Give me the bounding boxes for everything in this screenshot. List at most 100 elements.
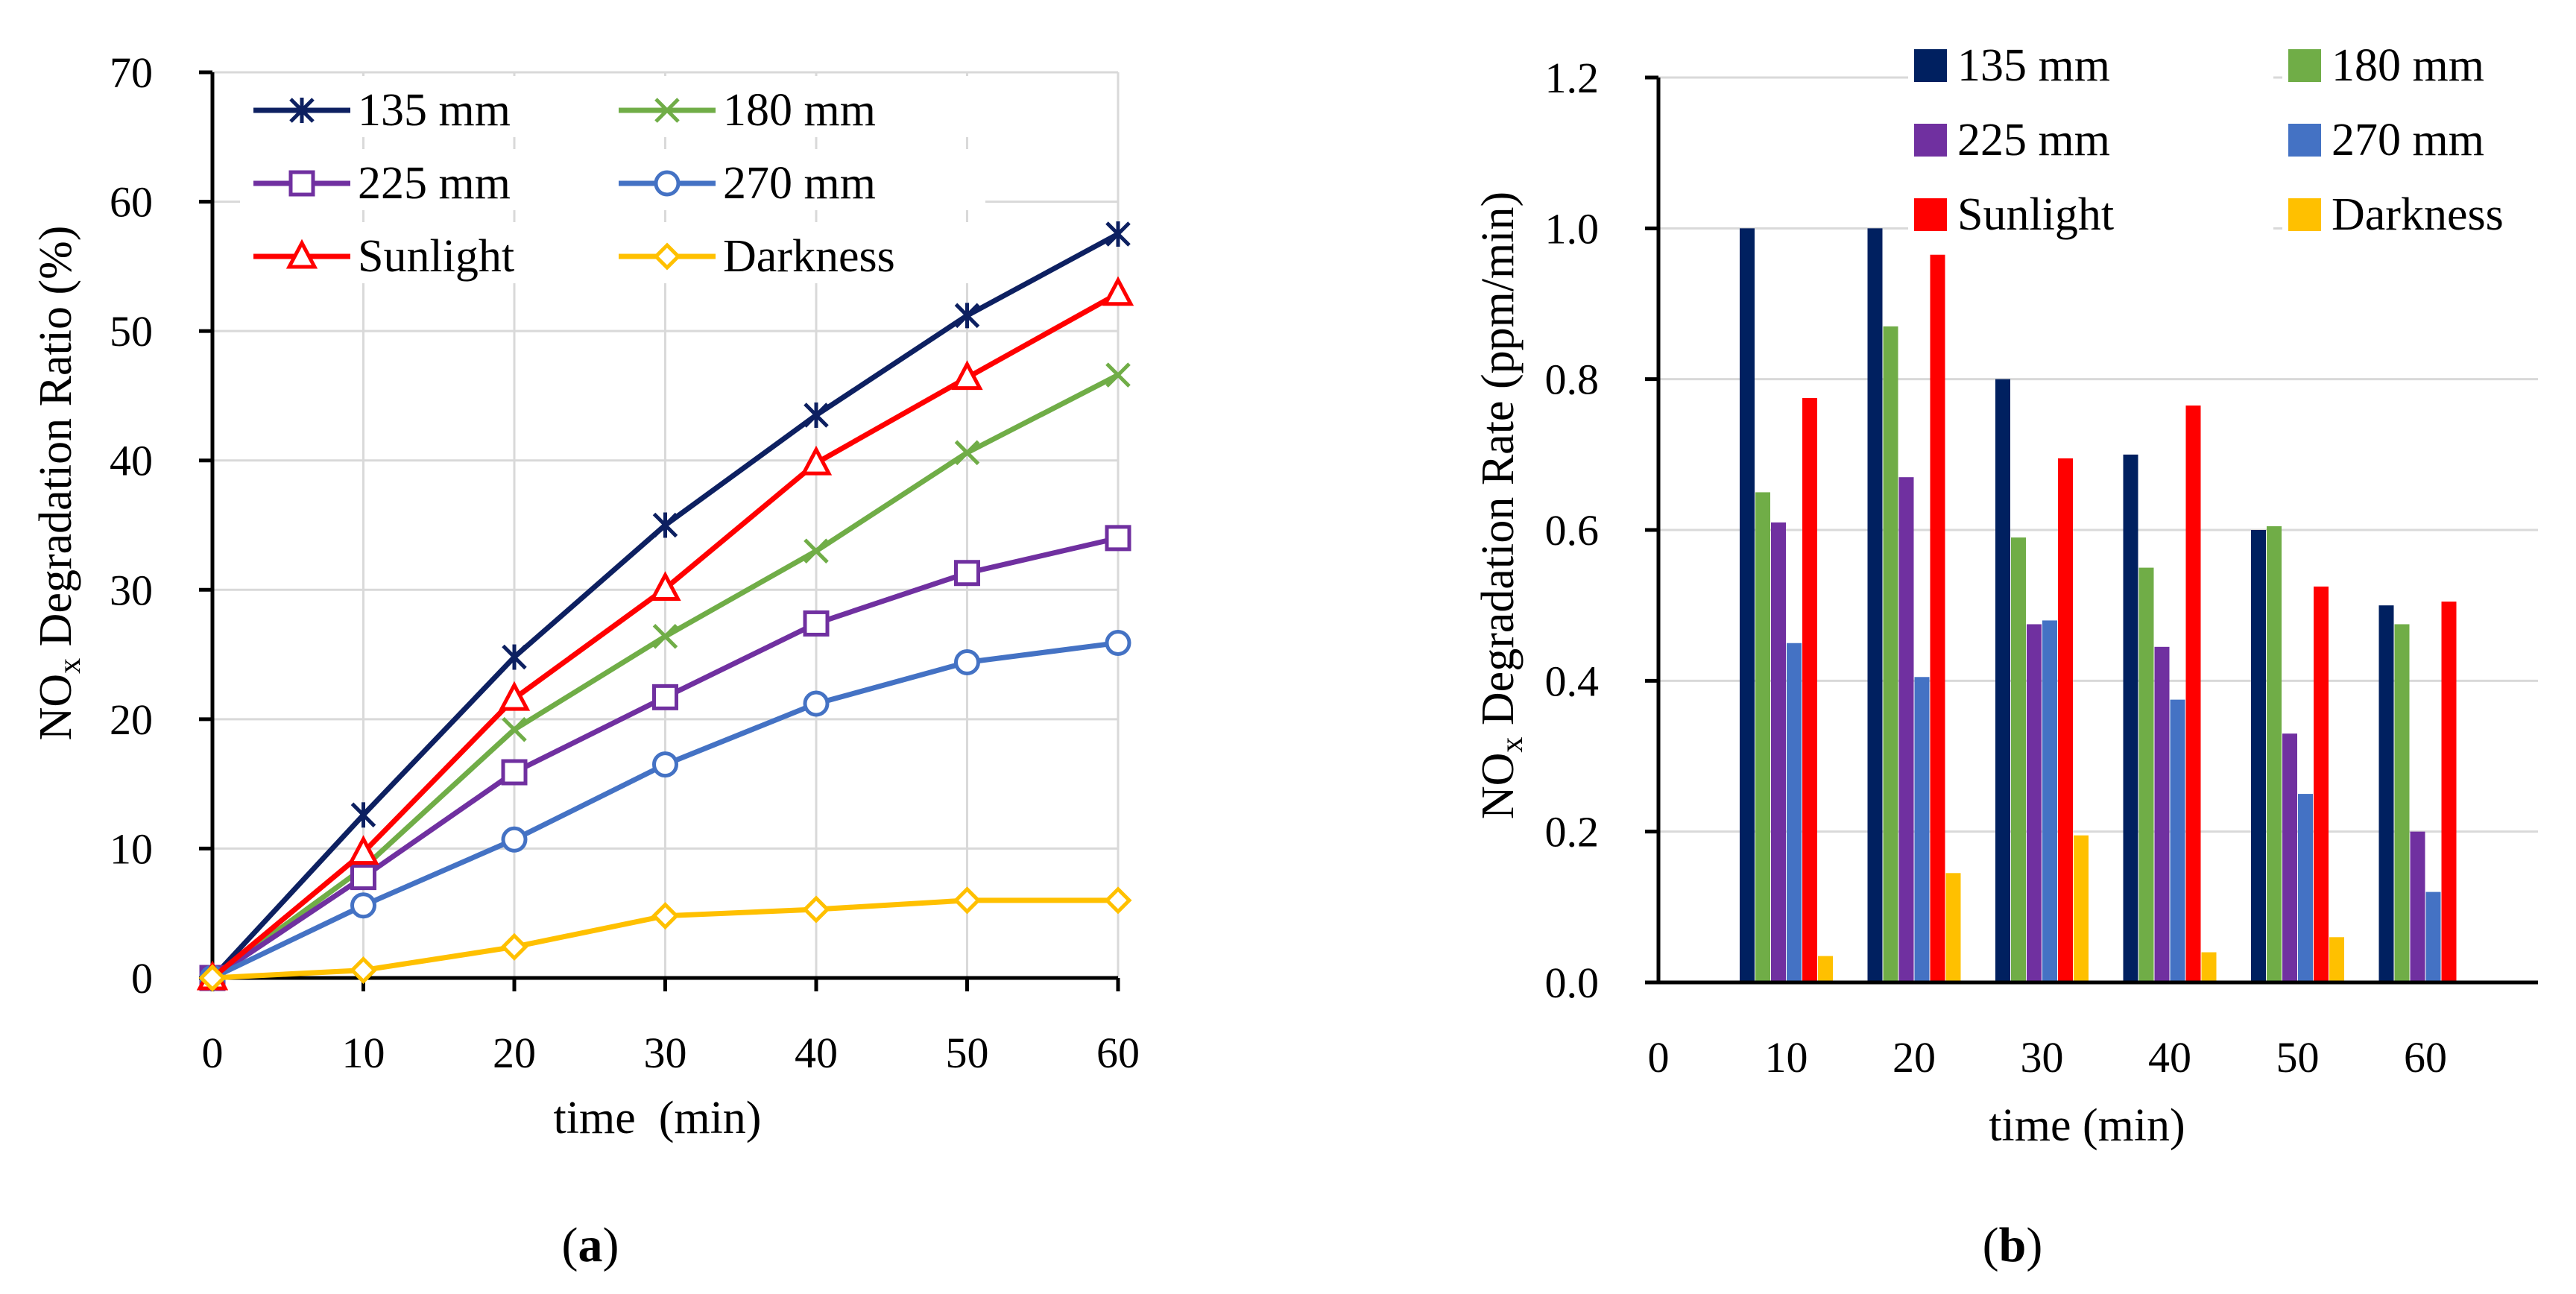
data-point-180-mm [652,624,678,649]
bar-225-mm-60 [2410,831,2425,982]
data-point-darkness [953,886,982,915]
data-point-135-mm [1105,221,1131,247]
bar-sunlight-30 [2058,458,2073,982]
panel-b-y-tick-label: 0.8 [1545,356,1600,404]
panel-b-tick-labels: 0.0 0.2 0.4 0.6 0.8 1.0 1.2 0 10 20 30 40 50 60 [1545,54,2448,1082]
bar-sunlight-10 [1802,397,1817,982]
panel-b-x-tick-label: 60 [2404,1033,2447,1082]
legend-marker-180-mm [654,98,680,123]
legend-label-270-mm: 270 mm [2332,115,2484,165]
legend-item-background [2282,179,2576,243]
data-point-135-mm [350,802,376,828]
bar-180-mm-60 [2394,624,2410,982]
panel-a-y-tick-label: 40 [110,437,153,485]
legend-marker-225-mm [288,170,315,197]
bar-darkness-50 [2329,937,2344,982]
panel-b-x-tick-label: 20 [1892,1033,1936,1082]
legend-item-background [2282,30,2576,94]
panel-b-legend: 135 mm 180 mm 225 mm 270 mm Sunlight Darkness [1908,30,2576,243]
bar-135-mm-10 [1740,228,1755,982]
bar-135-mm-50 [2251,530,2266,982]
panel-b-bar-chart: 0.0 0.2 0.4 0.6 0.8 1.0 1.2 0 10 20 30 40 50 60 135 m… [1473,30,2576,1272]
data-point-225-mm [350,864,376,891]
bar-270-mm-20 [1914,677,1930,982]
legend-label-135-mm: 135 mm [358,85,511,136]
legend-label-225-mm: 225 mm [358,158,511,209]
panel-b-y-tick-label: 0.2 [1545,808,1600,856]
panel-a-y-tick-label: 50 [110,307,153,356]
bar-135-mm-30 [1995,379,2010,983]
panel-b-axes [1645,75,2538,985]
data-point-sunlight [347,835,379,865]
bar-270-mm-30 [2042,620,2057,982]
bar-darkness-10 [1818,956,1833,982]
bar-sunlight-50 [2314,586,2329,982]
bar-225-mm-10 [1771,522,1786,982]
panel-b-caption: (b) [1983,1218,2043,1272]
bar-270-mm-10 [1787,643,1802,982]
panel-a-line-chart: 0 10 20 30 40 50 60 70 0 10 20 30 40 50 60 135 mm 180 m… [31,48,1140,1272]
legend-label-180-mm: 180 mm [2332,40,2484,91]
legend-item-background [2282,104,2576,168]
bar-180-mm-10 [1755,492,1770,982]
legend-item-background [1908,104,2273,168]
data-point-270-mm [501,826,528,853]
bar-180-mm-40 [2138,567,2154,982]
legend-label-135-mm: 135 mm [1957,40,2110,91]
legend-marker-sunlight [285,239,318,269]
legend-item-background [1908,30,2273,94]
panel-a-y-tick-label: 10 [110,824,153,873]
bar-225-mm-40 [2154,646,2170,982]
data-point-sunlight [1102,276,1134,306]
data-point-darkness [651,902,680,930]
legend-swatch-sunlight [1914,198,1947,231]
bar-270-mm-40 [2170,699,2185,982]
data-point-180-mm [804,538,829,564]
bar-135-mm-60 [2378,605,2394,982]
legend-swatch-270-mm [2288,124,2321,157]
data-point-135-mm [804,402,829,428]
data-point-darkness [198,964,227,992]
legend-swatch-135-mm [1914,49,1947,82]
panel-a-x-tick-label: 60 [1096,1029,1140,1077]
legend-swatch-180-mm [2288,49,2321,82]
data-point-225-mm [803,610,830,637]
panel-a-legend: 135 mm 180 mm 225 mm 270 mm Sunlight Darkness [240,76,985,283]
panel-a-y-axis-label: NOx Degradation Ratio (%) [31,226,87,741]
legend-marker-135-mm [289,98,315,123]
panel-a-x-tick-label: 30 [644,1029,687,1077]
data-point-225-mm [652,684,678,710]
panel-a-x-tick-label: 10 [342,1029,385,1077]
panel-b-bars [1740,228,2457,983]
bar-270-mm-60 [2425,891,2441,982]
panel-b-y-tick-label: 0.0 [1545,959,1600,1007]
bar-180-mm-20 [1883,326,1898,983]
panel-a-y-tick-label: 60 [110,178,153,227]
bar-180-mm-30 [2011,537,2026,982]
legend-item-background [1908,179,2273,243]
data-point-sunlight [951,360,983,391]
legend-label-sunlight: Sunlight [1957,189,2114,240]
legend-swatch-darkness [2288,198,2321,231]
data-point-135-mm [954,303,980,329]
data-point-270-mm [954,648,980,675]
bar-sunlight-20 [1930,254,1945,982]
data-point-180-mm [954,440,980,466]
data-point-270-mm [1105,629,1131,656]
legend-marker-270-mm [654,170,681,197]
data-point-darkness [1104,886,1132,915]
panel-a-x-tick-label: 0 [202,1029,224,1077]
data-point-225-mm [954,560,980,587]
panel-a-series [196,221,1134,992]
panel-a-x-tick-label: 50 [946,1029,989,1077]
panel-b-x-tick-label: 50 [2276,1033,2320,1082]
data-point-darkness [802,895,830,924]
panel-a-tick-labels: 0 10 20 30 40 50 60 70 0 10 20 30 40 50 60 [110,48,1140,1077]
bar-225-mm-20 [1898,477,1914,982]
legend-swatch-225-mm [1914,124,1947,157]
panel-b-y-tick-label: 0.4 [1545,657,1600,705]
panel-b-y-tick-label: 1.0 [1545,204,1600,253]
data-point-sunlight [498,681,531,711]
bar-135-mm-20 [1867,228,1883,982]
panel-a-y-tick-label: 20 [110,695,153,744]
